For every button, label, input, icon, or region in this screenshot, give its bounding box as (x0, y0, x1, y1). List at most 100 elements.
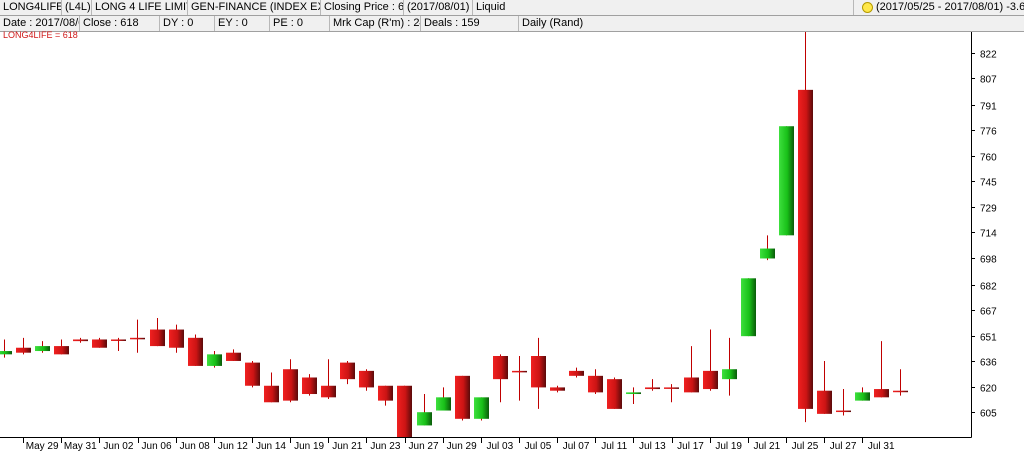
ey-field: EY : 0 (215, 16, 270, 31)
candle-body-down (512, 370, 527, 373)
candle-body-down (645, 387, 660, 390)
x-tick-label: Jul 13 (639, 441, 666, 452)
candle-body-down (684, 377, 699, 393)
circle-icon (862, 2, 873, 13)
dy-field: DY : 0 (160, 16, 215, 31)
candle-body-down (130, 337, 145, 340)
candle-body-down (703, 370, 718, 390)
candle-body-up (474, 397, 489, 419)
y-tick-label: 729 (980, 204, 997, 215)
candle-body-down (188, 337, 203, 366)
header-bar: LONG4LIFE (L4L) LONG 4 LIFE LIMITED GEN-… (0, 0, 1024, 16)
candle-body-down (836, 410, 851, 413)
candle-body-down (569, 370, 584, 376)
candle-body-down (264, 385, 279, 403)
candle-body-down (226, 352, 241, 361)
sector-label: GEN-FINANCE (INDEX EXCL.) (188, 0, 321, 15)
x-tick-label: Jul 17 (677, 441, 704, 452)
x-tick-label: Jul 27 (830, 441, 857, 452)
date-field: Date : 2017/08/01 (0, 16, 80, 31)
x-tick-label: May 29 (26, 441, 59, 452)
x-tick-label: Jun 27 (409, 441, 439, 452)
x-tick-label: Jun 12 (218, 441, 248, 452)
y-tick-label: 605 (980, 409, 997, 420)
x-tick-label: Jun 08 (180, 441, 210, 452)
y-tick-label: 791 (980, 102, 997, 113)
y-tick-label: 620 (980, 384, 997, 395)
x-tick-label: Jul 19 (715, 441, 742, 452)
x-tick-label: Jun 06 (142, 441, 172, 452)
candle-body-up (760, 248, 775, 259)
closing-price: Closing Price : 618 (321, 0, 404, 15)
deals-field: Deals : 159 (421, 16, 519, 31)
y-tick-label: 698 (980, 255, 997, 266)
y-tick-label: 822 (980, 50, 997, 61)
candle-body-down (245, 362, 260, 386)
y-tick-label: 636 (980, 358, 997, 369)
candle-body-down (798, 89, 813, 409)
candle-body-down (321, 385, 336, 398)
x-tick-label: Jun 21 (332, 441, 362, 452)
ticker-label: LONG4LIFE (0, 0, 62, 15)
close-field: Close : 618 (80, 16, 160, 31)
y-tick-label: 760 (980, 153, 997, 164)
candle-body-down (531, 356, 546, 388)
candle-body-down (73, 339, 88, 342)
candle-body-down (283, 369, 298, 401)
series-label: LONG4LIFE = 618 (3, 30, 78, 40)
closing-date: (2017/08/01) (404, 0, 473, 15)
candle-body-up (207, 354, 222, 366)
company-name: LONG 4 LIFE LIMITED (92, 0, 188, 15)
x-tick-label: Jun 14 (256, 441, 286, 452)
candle-body-up (436, 397, 451, 411)
candle-body-down (893, 390, 908, 393)
candle-body-down (378, 385, 393, 401)
y-tick-label: 682 (980, 282, 997, 293)
y-tick-label: 807 (980, 75, 997, 86)
candle-body-down (359, 370, 374, 388)
candle-body-down (664, 387, 679, 389)
x-tick-label: Jul 25 (792, 441, 819, 452)
candle-body-down (607, 379, 622, 409)
candle-body-down (493, 356, 508, 380)
y-tick-label: 714 (980, 229, 997, 240)
y-tick-label: 667 (980, 307, 997, 318)
x-tick-label: Jul 05 (525, 441, 552, 452)
liquidity-label: Liquid (473, 0, 854, 15)
candle-body-down (54, 346, 69, 355)
x-tick-label: Jun 23 (370, 441, 400, 452)
period-field: Daily (Rand) (522, 17, 584, 29)
candle-body-down (817, 390, 832, 414)
candle-body-up (855, 392, 870, 401)
candle-body-down (111, 339, 126, 341)
candle-body-down (16, 347, 31, 353)
x-tick-label: Jul 07 (563, 441, 590, 452)
y-tick-label: 651 (980, 333, 997, 344)
candle-body-up (779, 126, 794, 236)
pe-field: PE : 0 (270, 16, 330, 31)
candle-body-up (0, 351, 12, 355)
x-tick-label: Jun 02 (103, 441, 133, 452)
candle-body-down (455, 375, 470, 419)
x-tick-label: Jul 03 (486, 441, 513, 452)
candle-body-down (397, 385, 412, 437)
candle-body-down (874, 389, 889, 398)
candle-body-down (150, 329, 165, 347)
candle-body-up (35, 346, 50, 352)
candle-body-up (417, 412, 432, 426)
x-tick-label: Jul 31 (868, 441, 895, 452)
x-tick-label: Jul 11 (601, 441, 627, 452)
candle-body-up (741, 278, 756, 337)
x-tick-label: Jun 29 (447, 441, 477, 452)
candle-body-down (92, 339, 107, 348)
ticker-code: (L4L) (62, 0, 92, 15)
candle-body-down (588, 375, 603, 393)
info-bar: Date : 2017/08/01 Close : 618 DY : 0 EY … (0, 16, 1024, 32)
candle-body-down (340, 362, 355, 380)
y-tick-label: 776 (980, 127, 997, 138)
candle-body-up (626, 392, 641, 395)
x-tick-label: Jul 21 (753, 441, 780, 452)
candle-body-up (722, 369, 737, 380)
candle-body-down (169, 329, 184, 348)
